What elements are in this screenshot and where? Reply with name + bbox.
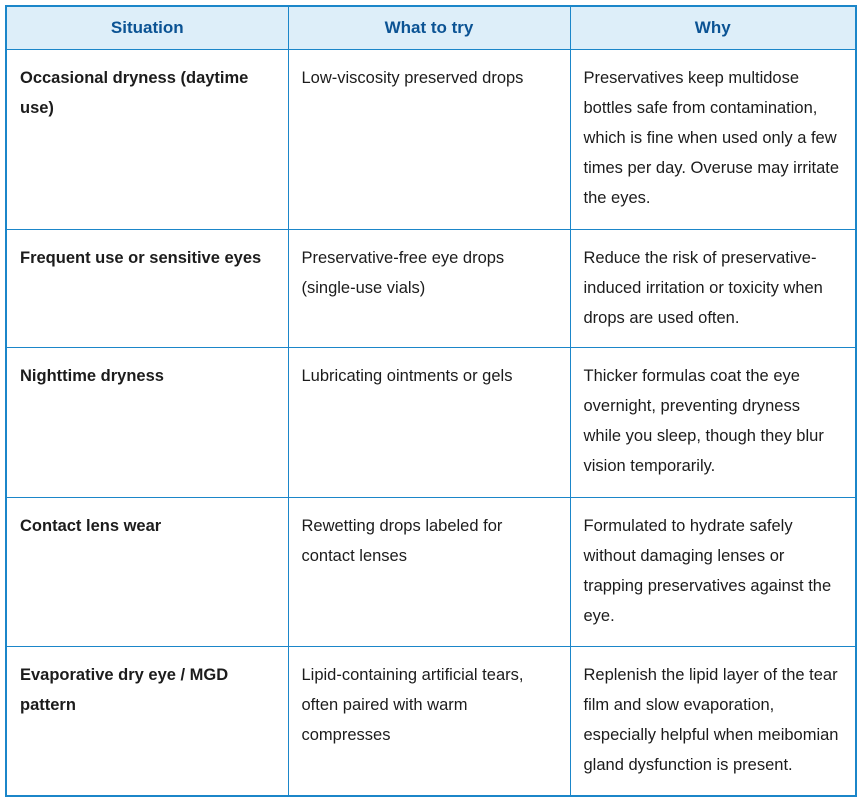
table-row: Occasional dryness (daytime use) Low-vis… bbox=[5, 49, 857, 230]
cell-why: Thicker formulas coat the eye overnight,… bbox=[569, 347, 857, 498]
table-row: Evaporative dry eye / MGD pattern Lipid-… bbox=[5, 645, 857, 797]
column-header-why: Why bbox=[569, 5, 857, 50]
cell-what-to-try: Lipid-containing artificial tears, often… bbox=[287, 645, 571, 797]
eye-drops-comparison-table: Situation What to try Why Occasional dry… bbox=[5, 5, 857, 797]
table-row: Contact lens wear Rewetting drops labele… bbox=[5, 496, 857, 647]
column-header-what-to-try: What to try bbox=[287, 5, 571, 50]
cell-why: Preservatives keep multidose bottles saf… bbox=[569, 49, 857, 230]
cell-what-to-try: Low-viscosity preserved drops bbox=[287, 49, 571, 230]
cell-why: Reduce the risk of preservative-induced … bbox=[569, 228, 857, 349]
cell-situation: Nighttime dryness bbox=[5, 347, 289, 498]
cell-why: Replenish the lipid layer of the tear fi… bbox=[569, 645, 857, 797]
cell-what-to-try: Preservative-free eye drops (single-use … bbox=[287, 228, 571, 349]
cell-what-to-try: Rewetting drops labeled for contact lens… bbox=[287, 496, 571, 647]
header-row: Situation What to try Why bbox=[5, 5, 857, 50]
cell-why: Formulated to hydrate safely without dam… bbox=[569, 496, 857, 647]
cell-what-to-try: Lubricating ointments or gels bbox=[287, 347, 571, 498]
table-row: Nighttime dryness Lubricating ointments … bbox=[5, 347, 857, 498]
cell-situation: Evaporative dry eye / MGD pattern bbox=[5, 645, 289, 797]
cell-situation: Contact lens wear bbox=[5, 496, 289, 647]
cell-situation: Occasional dryness (daytime use) bbox=[5, 49, 289, 230]
cell-situation: Frequent use or sensitive eyes bbox=[5, 228, 289, 349]
table-row: Frequent use or sensitive eyes Preservat… bbox=[5, 228, 857, 349]
column-header-situation: Situation bbox=[5, 5, 289, 50]
